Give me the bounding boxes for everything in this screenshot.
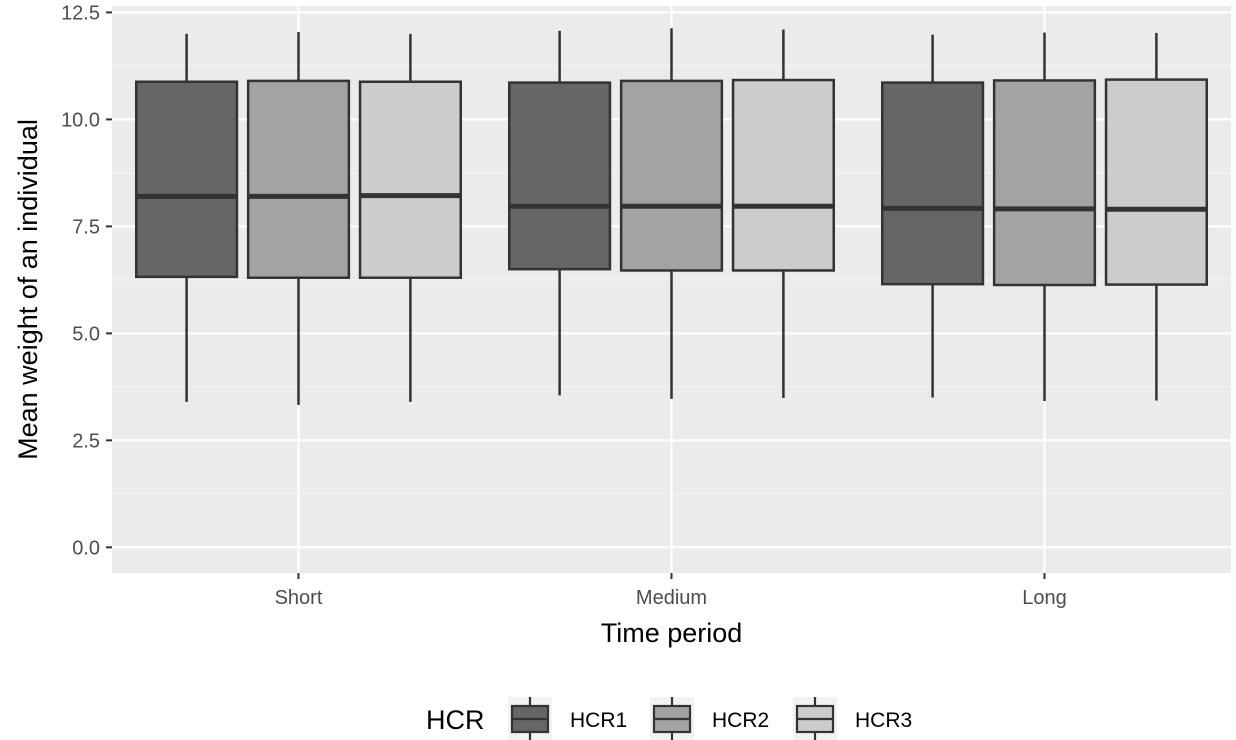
- legend-key-hcr3: [793, 697, 837, 740]
- x-tick-label-long: Long: [1022, 587, 1067, 609]
- y-tick-label: 12.5: [61, 2, 100, 24]
- y-tick-label: 5.0: [72, 323, 100, 345]
- y-tick-label: 10.0: [61, 109, 100, 131]
- box-group-medium: [507, 28, 836, 399]
- y-axis-title: Mean weight of an individual: [13, 119, 43, 460]
- box-hcr3-medium: [731, 78, 836, 272]
- legend-key-hcr2: [650, 697, 694, 740]
- box-groups: [134, 28, 1209, 405]
- box-hcr1-medium: [507, 81, 612, 271]
- y-tick-label: 0.0: [72, 537, 100, 559]
- box-hcr2-long: [992, 79, 1097, 287]
- y-axis: 0.0 2.5 5.0 7.5 10.0 12.5: [61, 2, 112, 559]
- box-hcr2-medium: [619, 79, 724, 272]
- box-hcr3-long: [1104, 78, 1209, 286]
- y-tick-label: 7.5: [72, 216, 100, 238]
- x-tick-label-short: Short: [275, 587, 323, 609]
- legend-label-hcr1: HCR1: [570, 709, 627, 732]
- y-tick-label: 2.5: [72, 430, 100, 452]
- legend-label-hcr2: HCR2: [712, 709, 769, 732]
- legend-title: HCR: [426, 705, 485, 735]
- legend-key-hcr1: [508, 697, 552, 740]
- box-hcr1-long: [880, 81, 985, 286]
- x-axis: Short Medium Long: [275, 573, 1067, 609]
- box-hcr2-short: [246, 79, 351, 279]
- box-group-short: [134, 32, 463, 405]
- box-group-long: [880, 32, 1209, 401]
- x-axis-title: Time period: [601, 618, 743, 648]
- box-hcr3-short: [358, 80, 463, 279]
- legend: HCR HCR1 HCR2 HCR3: [426, 697, 912, 740]
- legend-label-hcr3: HCR3: [855, 709, 912, 732]
- box-hcr1-short: [134, 80, 239, 279]
- x-tick-label-medium: Medium: [636, 587, 707, 609]
